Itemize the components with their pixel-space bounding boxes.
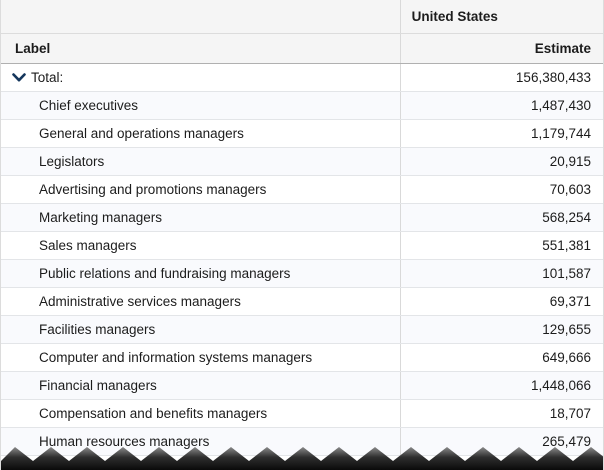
row-estimate: 1,448,066 <box>530 378 591 393</box>
row-label-cell[interactable]: Total: <box>1 64 400 91</box>
row-estimate: 1,179,744 <box>530 126 591 141</box>
row-estimate-cell[interactable]: 1,179,744 <box>399 120 603 147</box>
table-row[interactable]: Administrative services managers 69,371 <box>1 288 603 316</box>
row-label-cell[interactable]: Advertising and promotions managers <box>1 176 400 203</box>
row-label: Marketing managers <box>39 210 163 225</box>
row-label-cell[interactable]: Financial managers <box>1 372 400 399</box>
chevron-down-icon[interactable] <box>11 71 26 85</box>
estimate-column-header-cell[interactable]: Estimate <box>399 34 603 63</box>
table-row[interactable]: Financial managers 1,448,066 <box>1 372 603 400</box>
row-label-cell[interactable]: Chief executives <box>1 92 400 119</box>
row-label-cell[interactable]: Compensation and benefits managers <box>1 400 400 427</box>
table-row[interactable]: Chief executives 1,487,430 <box>1 92 603 120</box>
table-row[interactable]: Public relations and fundraising manager… <box>1 260 603 288</box>
row-estimate: 649,666 <box>542 350 591 365</box>
row-label: Administrative services managers <box>39 294 241 309</box>
label-column-header-cell[interactable]: Label <box>1 34 400 63</box>
row-label-cell[interactable]: Legislators <box>1 148 400 175</box>
row-estimate: 18,707 <box>549 406 591 421</box>
column-group-title: United States <box>411 9 498 24</box>
row-estimate: 20,915 <box>549 154 591 169</box>
row-estimate: 101,587 <box>542 266 591 281</box>
estimates-table: United States Label Estimate Total: 156,… <box>1 0 603 456</box>
row-estimate-cell[interactable]: 156,380,433 <box>399 64 603 91</box>
row-estimate-cell[interactable]: 551,381 <box>399 232 603 259</box>
row-label: General and operations managers <box>39 126 244 141</box>
row-label: Financial managers <box>39 378 157 393</box>
row-label-cell[interactable]: Computer and information systems manager… <box>1 344 400 371</box>
table-row[interactable]: General and operations managers 1,179,74… <box>1 120 603 148</box>
row-label-cell[interactable]: Facilities managers <box>1 316 400 343</box>
row-estimate: 70,603 <box>549 182 591 197</box>
table-row[interactable]: Computer and information systems manager… <box>1 344 603 372</box>
column-group-header-row: United States <box>1 0 603 34</box>
column-group-spacer-cell <box>1 0 400 33</box>
row-estimate-cell[interactable]: 649,666 <box>399 344 603 371</box>
table-row[interactable]: Advertising and promotions managers 70,6… <box>1 176 603 204</box>
row-estimate: 156,380,433 <box>515 70 591 85</box>
row-estimate-cell[interactable]: 101,587 <box>399 260 603 287</box>
row-label-cell[interactable]: Marketing managers <box>1 204 400 231</box>
row-label: Legislators <box>39 154 105 169</box>
row-estimate: 69,371 <box>549 294 591 309</box>
row-label: Human resources managers <box>39 434 210 449</box>
torn-edge-decoration <box>1 447 603 470</box>
estimate-column-header: Estimate <box>534 41 591 56</box>
table-body: Total: 156,380,433 Chief executives 1,48… <box>1 64 603 456</box>
table-row[interactable]: Compensation and benefits managers 18,70… <box>1 400 603 428</box>
row-label-cell[interactable]: General and operations managers <box>1 120 400 147</box>
row-estimate-cell[interactable]: 568,254 <box>399 204 603 231</box>
row-estimate-cell[interactable]: 1,448,066 <box>399 372 603 399</box>
row-label-cell[interactable]: Administrative services managers <box>1 288 400 315</box>
row-label: Facilities managers <box>39 322 156 337</box>
row-label-cell[interactable]: Human resources managers <box>1 428 400 455</box>
row-label: Compensation and benefits managers <box>39 406 268 421</box>
row-label: Sales managers <box>39 238 137 253</box>
label-column-header: Label <box>15 41 51 56</box>
row-estimate-cell[interactable]: 18,707 <box>399 400 603 427</box>
row-label: Advertising and promotions managers <box>39 182 267 197</box>
row-label: Total: <box>31 70 64 85</box>
row-label-cell[interactable]: Sales managers <box>1 232 400 259</box>
table-row[interactable]: Total: 156,380,433 <box>1 64 603 92</box>
column-header-row: Label Estimate <box>1 34 603 64</box>
row-label: Computer and information systems manager… <box>39 350 313 365</box>
row-estimate-cell[interactable]: 265,479 <box>399 428 603 455</box>
row-label-cell[interactable]: Public relations and fundraising manager… <box>1 260 400 287</box>
table-row[interactable]: Legislators 20,915 <box>1 148 603 176</box>
table-row[interactable]: Sales managers 551,381 <box>1 232 603 260</box>
row-estimate: 568,254 <box>542 210 591 225</box>
row-estimate: 129,655 <box>542 322 591 337</box>
row-estimate-cell[interactable]: 20,915 <box>399 148 603 175</box>
row-estimate: 1,487,430 <box>530 98 591 113</box>
table-row[interactable]: Facilities managers 129,655 <box>1 316 603 344</box>
row-estimate-cell[interactable]: 69,371 <box>399 288 603 315</box>
row-estimate: 265,479 <box>542 434 591 449</box>
row-estimate: 551,381 <box>542 238 591 253</box>
row-label: Public relations and fundraising manager… <box>39 266 291 281</box>
column-group-header-cell[interactable]: United States <box>399 0 603 33</box>
row-estimate-cell[interactable]: 1,487,430 <box>399 92 603 119</box>
table-row[interactable]: Marketing managers 568,254 <box>1 204 603 232</box>
row-estimate-cell[interactable]: 129,655 <box>399 316 603 343</box>
row-estimate-cell[interactable]: 70,603 <box>399 176 603 203</box>
row-label: Chief executives <box>39 98 139 113</box>
